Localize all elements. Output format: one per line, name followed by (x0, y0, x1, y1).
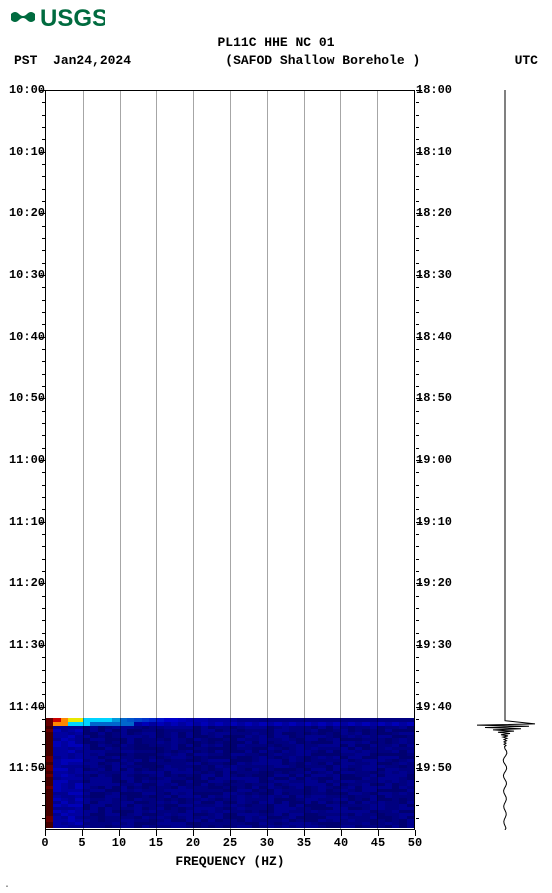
right-time-label: 19:00 (416, 453, 461, 467)
right-time-label: 19:20 (416, 576, 461, 590)
gridline (340, 91, 341, 829)
x-tick-label: 15 (149, 836, 163, 850)
gridline (377, 91, 378, 829)
date-label: Jan24,2024 (53, 53, 131, 68)
x-tick-label: 45 (371, 836, 385, 850)
right-time-label: 18:50 (416, 391, 461, 405)
x-tick-label: 25 (223, 836, 237, 850)
right-time-label: 18:00 (416, 83, 461, 97)
x-tick-label: 5 (78, 836, 85, 850)
x-tick-label: 10 (112, 836, 126, 850)
usgs-logo: USGS (10, 4, 105, 37)
right-time-label: 19:30 (416, 638, 461, 652)
right-time-label: 19:50 (416, 761, 461, 775)
right-time-label: 18:10 (416, 145, 461, 159)
spectrogram-plot (45, 90, 415, 830)
right-time-label: 18:40 (416, 330, 461, 344)
right-time-label: 19:40 (416, 700, 461, 714)
x-tick-label: 40 (334, 836, 348, 850)
right-tz-label: UTC (515, 52, 538, 70)
x-tick-label: 35 (297, 836, 311, 850)
right-time-label: 19:10 (416, 515, 461, 529)
right-y-axis: 18:0018:1018:2018:3018:4018:5019:0019:10… (416, 90, 461, 830)
chart-header: PL11C HHE NC 01 PST Jan24,2024 (SAFOD Sh… (0, 34, 552, 70)
gridline (193, 91, 194, 829)
left-tz-label: PST (14, 53, 37, 68)
gridline (267, 91, 268, 829)
gridline (304, 91, 305, 829)
gridline (120, 91, 121, 829)
right-time-label: 18:30 (416, 268, 461, 282)
right-y-ticks (416, 90, 422, 830)
x-tick-label: 30 (260, 836, 274, 850)
right-time-label: 18:20 (416, 206, 461, 220)
logo-text: USGS (40, 5, 105, 32)
seismogram-waveform (470, 90, 540, 830)
gridline (230, 91, 231, 829)
x-tick-label: 20 (186, 836, 200, 850)
station-code: PL11C HHE NC 01 (0, 34, 552, 52)
station-name: (SAFOD Shallow Borehole ) (225, 52, 420, 70)
x-axis-label: FREQUENCY (HZ) (45, 854, 415, 869)
gridline (156, 91, 157, 829)
footer-mark: . (4, 880, 10, 891)
x-tick-label: 50 (408, 836, 422, 850)
waveform-path (477, 90, 535, 830)
gridline (83, 91, 84, 829)
x-tick-label: 0 (41, 836, 48, 850)
